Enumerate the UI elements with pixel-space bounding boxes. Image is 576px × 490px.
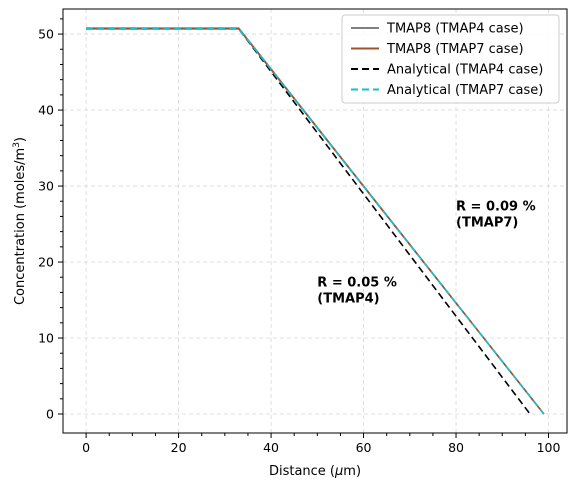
annotation-line1: R = 0.05 % bbox=[317, 275, 397, 290]
y-axis-label-end: ) bbox=[13, 137, 28, 142]
x-tick-label: 60 bbox=[356, 440, 372, 455]
x-axis-label-suffix: m) bbox=[343, 464, 361, 479]
x-tick-label: 0 bbox=[82, 440, 90, 455]
series-layer bbox=[86, 27, 545, 415]
annotation-line2: (TMAP4) bbox=[317, 291, 379, 306]
y-tick-label: 10 bbox=[38, 331, 54, 346]
legend-label-3: Analytical (TMAP4 case) bbox=[387, 63, 543, 78]
legend-label-4: Analytical (TMAP7 case) bbox=[387, 83, 543, 98]
y-tick-label: 30 bbox=[38, 179, 54, 194]
y-tick-label: 50 bbox=[38, 27, 54, 42]
annotations: R = 0.05 %(TMAP4) R = 0.09 %(TMAP7) bbox=[317, 199, 535, 306]
ticks: 0 20 40 60 80 100 0 10 20 30 40 50 bbox=[38, 18, 561, 455]
legend-label-1: TMAP8 (TMAP4 case) bbox=[386, 22, 524, 37]
x-axis-label: Distance (μm) bbox=[269, 464, 361, 479]
legend-label-2: TMAP8 (TMAP7 case) bbox=[386, 42, 524, 57]
y-tick-label: 20 bbox=[38, 255, 54, 270]
x-axis-label-prefix: Distance ( bbox=[269, 464, 335, 479]
series-line-4 bbox=[86, 27, 545, 415]
annotation-line2: (TMAP7) bbox=[456, 215, 518, 230]
x-tick-label: 40 bbox=[263, 440, 279, 455]
plot-frame bbox=[62, 8, 568, 434]
y-axis-label-main: Concentration (moles/m bbox=[13, 148, 28, 305]
x-tick-label: 100 bbox=[537, 440, 561, 455]
legend-frame bbox=[341, 14, 560, 104]
x-axis-label-mu: μ bbox=[334, 464, 343, 479]
x-tick-label: 80 bbox=[448, 440, 464, 455]
y-axis-label: Concentration (moles/m3) bbox=[12, 137, 28, 305]
y-tick-label: 0 bbox=[46, 407, 54, 422]
x-tick-label: 20 bbox=[171, 440, 187, 455]
y-axis-label-sup: 3 bbox=[12, 142, 22, 148]
y-tick-label: 40 bbox=[38, 103, 54, 118]
legend: TMAP8 (TMAP4 case) TMAP8 (TMAP7 case) Anal… bbox=[341, 14, 560, 104]
annotation-line1: R = 0.09 % bbox=[456, 199, 536, 214]
